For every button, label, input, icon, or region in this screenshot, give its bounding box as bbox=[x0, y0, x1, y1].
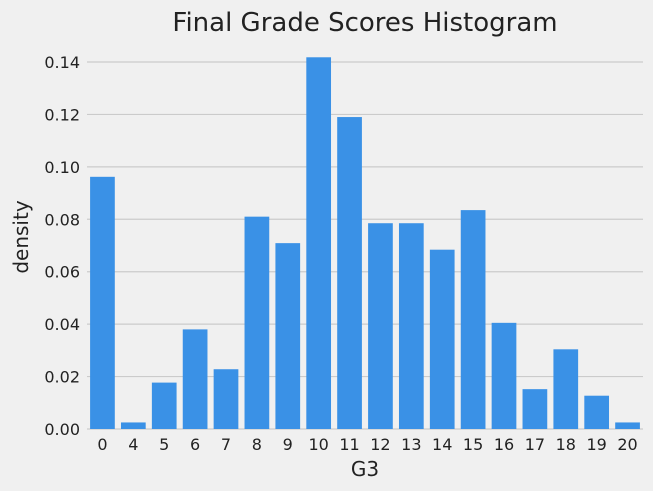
x-tick-label: 17 bbox=[525, 435, 545, 454]
y-tick-label: 0.08 bbox=[44, 210, 80, 229]
x-tick-label: 15 bbox=[463, 435, 483, 454]
bar-15 bbox=[460, 210, 486, 429]
y-tick-labels: 0.00 0.02 0.04 0.06 0.08 0.10 0.12 0.14 bbox=[44, 53, 80, 439]
x-tick-label: 7 bbox=[221, 435, 231, 454]
x-tick-label: 12 bbox=[370, 435, 390, 454]
x-tick-label: 14 bbox=[432, 435, 452, 454]
bar-16 bbox=[491, 322, 517, 429]
x-tick-label: 4 bbox=[128, 435, 138, 454]
gridlines bbox=[87, 61, 643, 430]
x-tick-label: 19 bbox=[586, 435, 606, 454]
y-tick-label: 0.06 bbox=[44, 263, 80, 282]
bars bbox=[90, 57, 640, 430]
y-tick-label: 0.00 bbox=[44, 420, 80, 439]
bar-10 bbox=[306, 57, 332, 429]
bar-17 bbox=[522, 389, 548, 429]
bar-8 bbox=[244, 216, 270, 429]
x-tick-label: 8 bbox=[252, 435, 262, 454]
bar-6 bbox=[182, 329, 208, 429]
y-tick-label: 0.14 bbox=[44, 53, 80, 72]
x-tick-label: 16 bbox=[494, 435, 514, 454]
x-tick-labels: 0 4 5 6 7 8 9 10 11 12 13 14 15 16 17 18 19 20 bbox=[97, 435, 637, 454]
x-tick-label: 20 bbox=[617, 435, 637, 454]
bar-19 bbox=[584, 395, 610, 429]
y-tick-label: 0.12 bbox=[44, 105, 80, 124]
bar-14 bbox=[429, 249, 455, 429]
bar-20 bbox=[615, 422, 640, 429]
x-tick-label: 9 bbox=[283, 435, 293, 454]
bar-5 bbox=[151, 382, 177, 429]
x-tick-label: 10 bbox=[308, 435, 328, 454]
x-axis-label: G3 bbox=[351, 457, 379, 481]
y-tick-label: 0.02 bbox=[44, 368, 80, 387]
x-tick-label: 0 bbox=[97, 435, 107, 454]
y-axis-label: density bbox=[9, 200, 33, 273]
x-tick-label: 5 bbox=[159, 435, 169, 454]
bar-11 bbox=[337, 117, 362, 430]
bar-9 bbox=[275, 243, 301, 429]
bar-0 bbox=[90, 176, 115, 429]
x-tick-label: 6 bbox=[190, 435, 200, 454]
x-tick-label: 18 bbox=[556, 435, 576, 454]
bar-7 bbox=[213, 369, 239, 429]
bar-12 bbox=[368, 223, 393, 429]
chart-title: Final Grade Scores Histogram bbox=[172, 8, 557, 38]
bar-18 bbox=[553, 349, 579, 429]
y-tick-label: 0.10 bbox=[44, 158, 80, 177]
bar-13 bbox=[398, 223, 424, 429]
y-tick-label: 0.04 bbox=[44, 315, 80, 334]
x-tick-label: 11 bbox=[339, 435, 359, 454]
x-tick-label: 13 bbox=[401, 435, 421, 454]
bar-4 bbox=[120, 422, 146, 429]
